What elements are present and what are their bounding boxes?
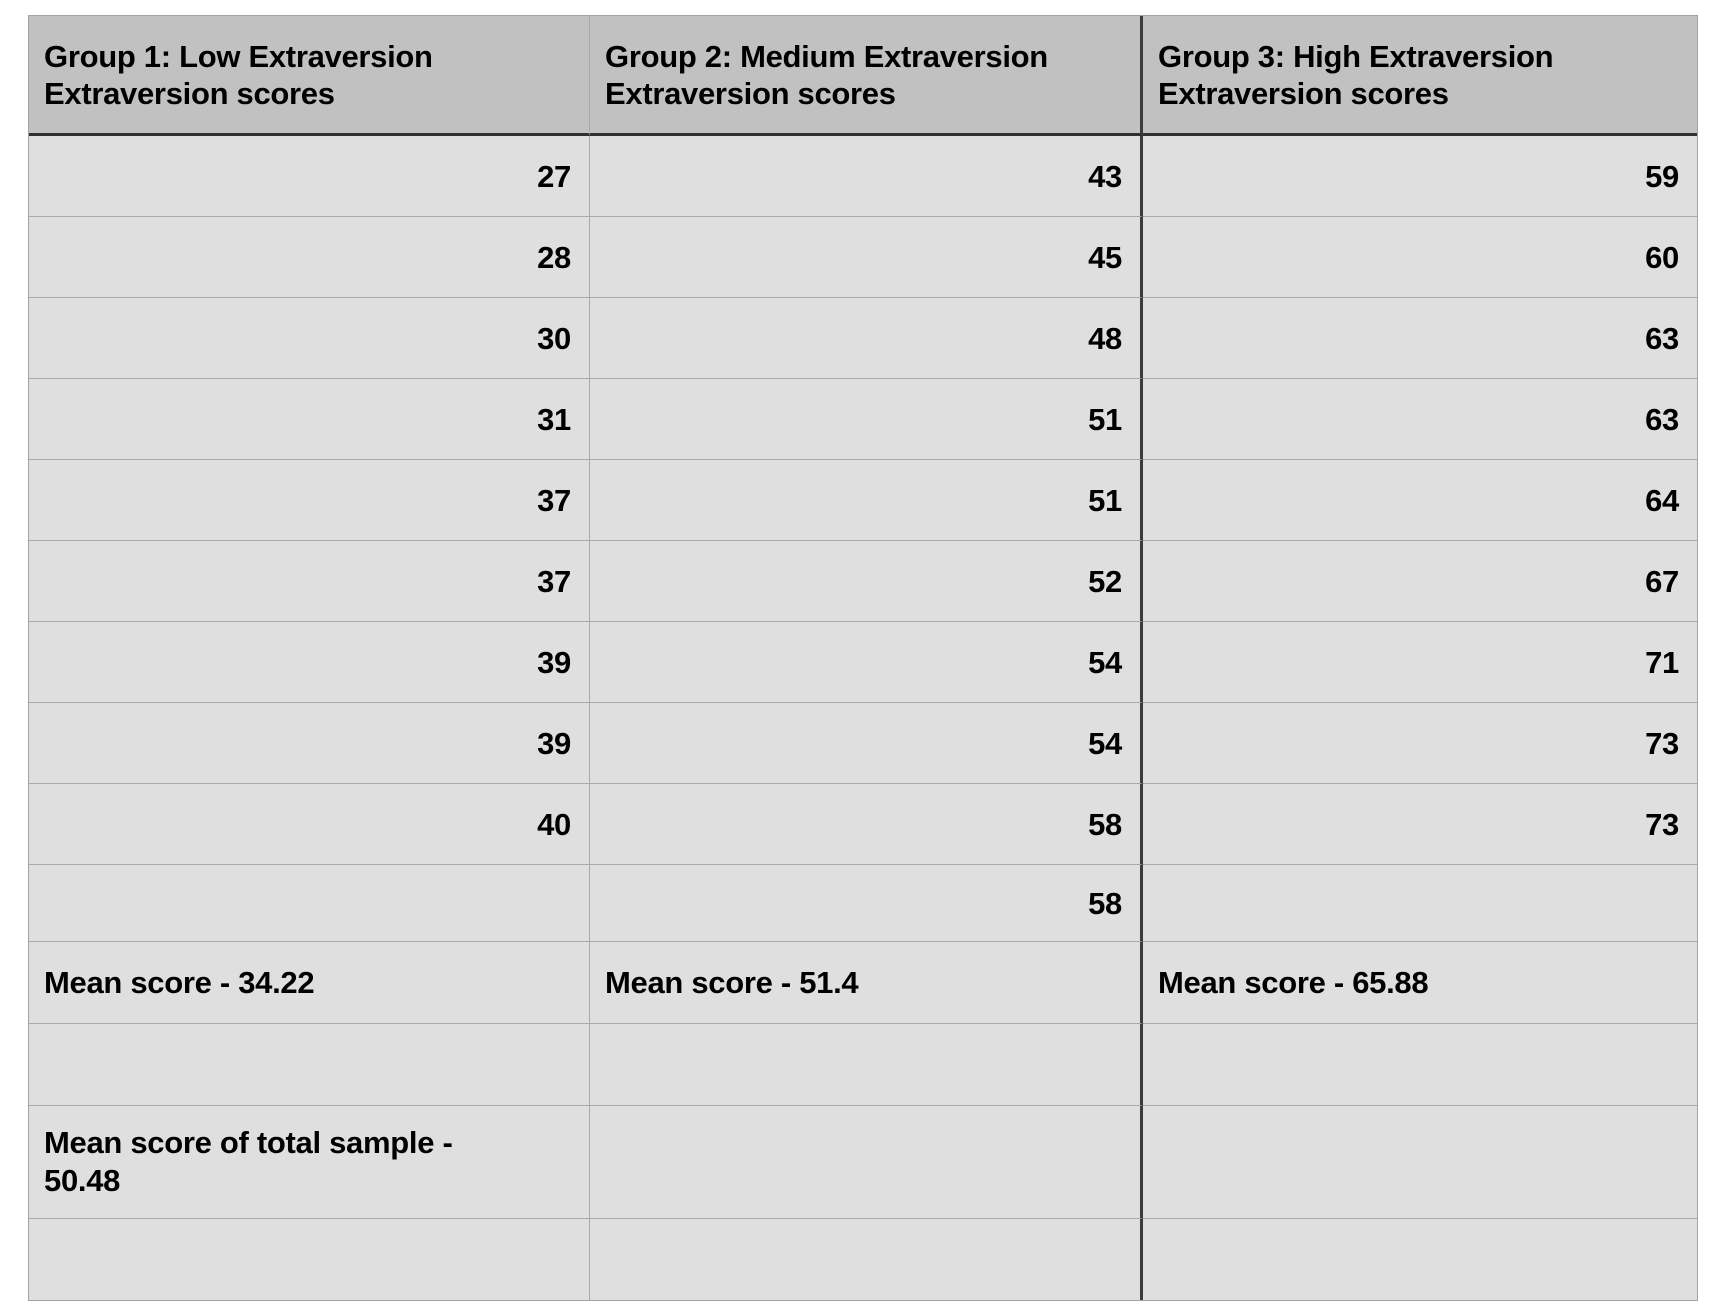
score-cell[interactable]: 45 — [590, 217, 1143, 298]
score-cell[interactable]: 59 — [1143, 136, 1697, 217]
empty-cell[interactable] — [590, 1219, 1143, 1300]
score-cell[interactable]: 73 — [1143, 784, 1697, 865]
score-cell[interactable]: 64 — [1143, 460, 1697, 541]
column-header-group3-high[interactable]: Group 3: High Extraversion Extraversion … — [1143, 16, 1697, 136]
score-cell[interactable]: 28 — [29, 217, 590, 298]
score-cell[interactable]: 43 — [590, 136, 1143, 217]
score-cell[interactable]: 31 — [29, 379, 590, 460]
empty-cell[interactable] — [1143, 1219, 1697, 1300]
mean-score-cell-group3[interactable]: Mean score - 65.88 — [1143, 942, 1697, 1024]
empty-cell[interactable] — [29, 865, 590, 942]
score-cell[interactable]: 30 — [29, 298, 590, 379]
score-cell[interactable]: 58 — [590, 784, 1143, 865]
extraversion-scores-table: Group 1: Low Extraversion Extraversion s… — [28, 15, 1698, 1301]
score-cell[interactable]: 39 — [29, 703, 590, 784]
score-cell[interactable]: 51 — [590, 460, 1143, 541]
empty-cell[interactable] — [1143, 865, 1697, 942]
column-header-group2-medium[interactable]: Group 2: Medium Extraversion Extraversio… — [590, 16, 1143, 136]
score-cell[interactable]: 63 — [1143, 298, 1697, 379]
empty-cell[interactable] — [1143, 1106, 1697, 1219]
mean-score-cell-group1[interactable]: Mean score - 34.22 — [29, 942, 590, 1024]
score-cell[interactable]: 37 — [29, 460, 590, 541]
score-cell[interactable]: 73 — [1143, 703, 1697, 784]
empty-cell[interactable] — [1143, 1024, 1697, 1106]
score-cell[interactable]: 63 — [1143, 379, 1697, 460]
column-header-group1-low[interactable]: Group 1: Low Extraversion Extraversion s… — [29, 16, 590, 136]
score-cell[interactable]: 67 — [1143, 541, 1697, 622]
score-cell[interactable]: 51 — [590, 379, 1143, 460]
total-sample-mean-cell[interactable]: Mean score of total sample - 50.48 — [29, 1106, 590, 1219]
mean-score-cell-group2[interactable]: Mean score - 51.4 — [590, 942, 1143, 1024]
score-cell[interactable]: 54 — [590, 703, 1143, 784]
score-cell[interactable]: 58 — [590, 865, 1143, 942]
empty-cell[interactable] — [590, 1106, 1143, 1219]
score-cell[interactable]: 27 — [29, 136, 590, 217]
score-cell[interactable]: 37 — [29, 541, 590, 622]
score-cell[interactable]: 40 — [29, 784, 590, 865]
score-cell[interactable]: 60 — [1143, 217, 1697, 298]
score-cell[interactable]: 54 — [590, 622, 1143, 703]
score-cell[interactable]: 39 — [29, 622, 590, 703]
empty-cell[interactable] — [29, 1219, 590, 1300]
empty-cell[interactable] — [590, 1024, 1143, 1106]
score-cell[interactable]: 48 — [590, 298, 1143, 379]
score-cell[interactable]: 52 — [590, 541, 1143, 622]
empty-cell[interactable] — [29, 1024, 590, 1106]
score-cell[interactable]: 71 — [1143, 622, 1697, 703]
